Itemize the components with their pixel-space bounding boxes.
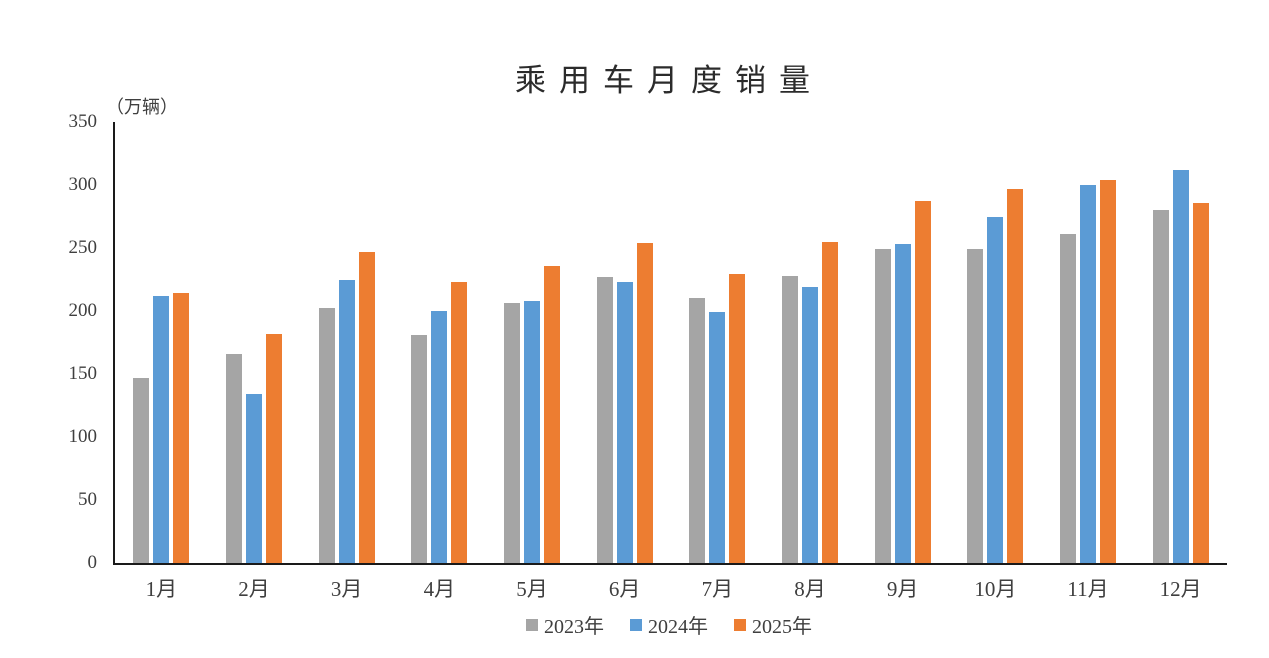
bar-2024年-7月 [709,312,726,563]
legend-label: 2025年 [752,616,812,638]
y-axis-tick-label: 0 [87,552,98,573]
bar-2024年-10月 [987,216,1004,563]
bar-2025年-5月 [544,265,560,563]
bar-2024年-2月 [246,394,262,563]
bar-2025年-9月 [914,201,931,563]
y-axis-tick-label: 350 [68,111,98,132]
x-axis-label: 8月 [794,577,826,601]
bar-2023年-7月 [689,298,706,563]
bar-group: 2月 [226,122,282,601]
bar-2025年-11月 [1100,179,1116,563]
x-axis-label: 10月 [974,577,1017,601]
legend-item-2023年: 2023年 [526,610,604,639]
bar-2023年-8月 [782,275,798,563]
chart-title: 乘用车月度销量 [515,63,823,98]
x-axis-label: 4月 [423,577,456,601]
bar-2025年-4月 [451,282,468,563]
bar-group: 1月 [133,122,190,601]
bar-2024年-1月 [153,295,170,563]
bar-group: 9月 [874,122,931,601]
bar-2024年-11月 [1080,185,1096,563]
legend-swatch-icon [630,618,642,631]
y-axis-tick-label: 200 [68,300,98,321]
bar-2024年-12月 [1172,169,1189,563]
bar-2023年-12月 [1152,210,1169,563]
x-axis-label: 12月 [1159,577,1202,601]
y-axis-tick-label: 50 [78,489,97,510]
bar-2023年-10月 [967,249,984,563]
y-axis-tick-label: 150 [68,363,98,384]
bar-group: 6月 [596,122,653,601]
x-axis-label: 5月 [516,577,548,601]
bar-2023年-3月 [318,308,335,563]
bar-2023年-1月 [133,377,150,563]
bar-2023年-11月 [1060,234,1076,563]
plot-area: 0 50 100 150 200 250 300 350 1月 2月 3月 4月 5月 6月 7月 8月 9月 1… [69,111,1227,601]
bar-2024年-8月 [802,287,818,563]
bar-2024年-6月 [616,282,633,563]
x-axis-label: 1月 [145,577,178,601]
y-axis-tick-label: 100 [68,426,98,447]
bar-2024年-4月 [431,311,448,563]
bar-2024年-5月 [524,300,540,563]
bar-group: 10月 [967,122,1024,601]
bar-group: 11月 [1060,122,1116,601]
bar-group: 4月 [411,122,468,601]
bar-group: 12月 [1152,122,1209,601]
bar-2023年-2月 [226,353,242,563]
bar-group: 8月 [782,122,838,601]
bar-2025年-6月 [636,242,653,563]
legend-swatch-icon [734,618,746,631]
legend: 2023年 2024年 2025年 [113,610,1225,639]
bar-group: 7月 [689,122,746,601]
bar-2025年-7月 [729,274,746,563]
bar-group: 3月 [318,122,375,601]
legend-label: 2024年 [648,616,708,638]
bar-2025年-3月 [358,251,375,563]
legend-item-2024年: 2024年 [630,610,708,639]
x-axis-label: 11月 [1067,577,1109,601]
bar-2025年-1月 [173,293,190,563]
x-axis-label: 7月 [701,577,734,601]
y-axis-tick-label: 300 [68,174,98,195]
bar-2023年-4月 [411,334,428,563]
bar-2023年-5月 [504,303,520,563]
x-axis-label: 3月 [330,577,363,601]
y-axis-unit-label: （万辆） [106,97,178,117]
bar-2025年-8月 [822,241,838,563]
bar-2023年-6月 [596,276,613,563]
y-axis-tick-label: 250 [68,237,98,258]
legend-swatch-icon [526,618,538,631]
bar-2024年-3月 [338,279,355,563]
legend-item-2025年: 2025年 [734,610,812,639]
bar-2025年-12月 [1192,202,1209,563]
bar-group: 5月 [504,122,560,601]
legend-label: 2023年 [544,616,604,638]
x-axis-label: 9月 [886,577,919,601]
bar-2024年-9月 [894,244,911,563]
bar-2025年-10月 [1007,188,1024,563]
x-axis-label: 2月 [238,577,270,601]
bar-2025年-2月 [266,333,282,563]
bar-2023年-9月 [874,249,891,563]
x-axis-label: 6月 [608,577,641,601]
